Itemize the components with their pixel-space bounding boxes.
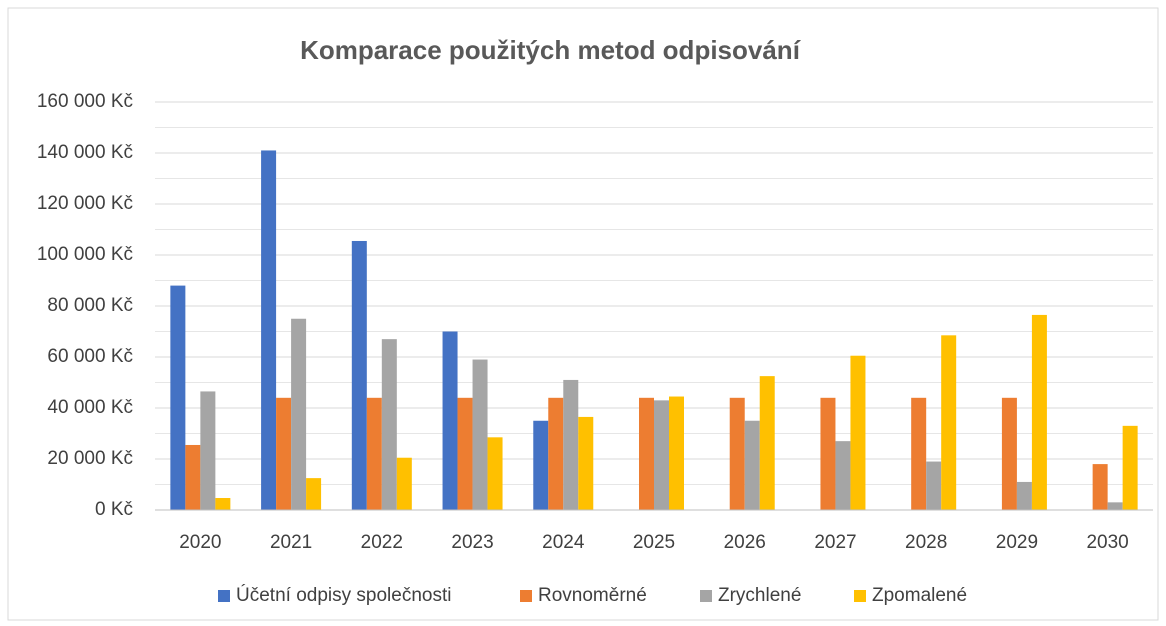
bar	[1092, 464, 1108, 510]
bar	[744, 420, 760, 510]
bar	[578, 416, 594, 510]
legend-label: Zrychlené	[718, 585, 801, 606]
bar	[306, 478, 322, 510]
bar	[381, 339, 397, 510]
bar	[366, 397, 382, 510]
bar	[820, 397, 836, 510]
bar	[654, 400, 669, 510]
legend-label: Účetní odpisy společnosti	[236, 584, 451, 606]
x-tick-label: 2026	[724, 532, 766, 553]
bar	[1031, 314, 1047, 510]
legend-label: Zpomalené	[872, 585, 967, 606]
bar	[442, 331, 458, 510]
x-tick-label: 2021	[270, 532, 312, 553]
bar	[200, 391, 216, 510]
bar	[351, 240, 367, 510]
y-tick-label: 80 000 Kč	[47, 295, 133, 316]
legend-label: Rovnoměrné	[538, 585, 647, 606]
bar	[669, 396, 684, 510]
bar	[276, 397, 292, 510]
bar	[396, 457, 412, 510]
x-tick-label: 2028	[905, 532, 947, 553]
bar	[911, 397, 927, 510]
legend-swatch	[520, 590, 532, 602]
bar	[926, 461, 942, 510]
bar	[261, 150, 277, 510]
bar	[457, 397, 473, 510]
bar	[759, 376, 775, 510]
y-tick-label: 60 000 Kč	[47, 346, 133, 367]
x-tick-label: 2027	[814, 532, 856, 553]
x-tick-label: 2029	[996, 532, 1038, 553]
bar	[533, 420, 549, 510]
legend-swatch	[854, 590, 866, 602]
legend-swatch	[218, 590, 230, 602]
y-tick-label: 0 Kč	[95, 499, 133, 520]
y-tick-label: 40 000 Kč	[47, 397, 133, 418]
x-tick-label: 2023	[451, 532, 493, 553]
x-tick-label: 2024	[542, 532, 585, 553]
chart-frame	[7, 7, 1159, 621]
bar	[941, 335, 957, 510]
bar	[850, 355, 866, 510]
bar	[639, 397, 654, 510]
bar	[1122, 425, 1138, 510]
bar	[835, 441, 851, 510]
bar	[563, 379, 579, 510]
x-tick-label: 2025	[633, 532, 675, 553]
bar	[1016, 481, 1032, 510]
bar	[1107, 502, 1123, 510]
y-tick-label: 120 000 Kč	[37, 193, 133, 214]
bar	[170, 285, 186, 510]
chart-title: Komparace použitých metod odpisování	[300, 35, 801, 65]
bar	[215, 498, 231, 510]
legend-swatch	[700, 590, 712, 602]
y-tick-label: 140 000 Kč	[37, 142, 133, 163]
bar	[729, 397, 745, 510]
x-tick-label: 2030	[1086, 532, 1128, 553]
bar	[487, 437, 503, 510]
bar	[1001, 397, 1017, 510]
bar	[185, 444, 201, 510]
x-tick-label: 2022	[361, 532, 403, 553]
x-tick-label: 2020	[179, 532, 221, 553]
y-tick-label: 100 000 Kč	[37, 244, 133, 265]
bar	[548, 397, 564, 510]
bar	[291, 318, 307, 510]
y-tick-label: 160 000 Kč	[37, 91, 133, 112]
bar	[472, 359, 488, 510]
y-tick-label: 20 000 Kč	[47, 448, 133, 469]
